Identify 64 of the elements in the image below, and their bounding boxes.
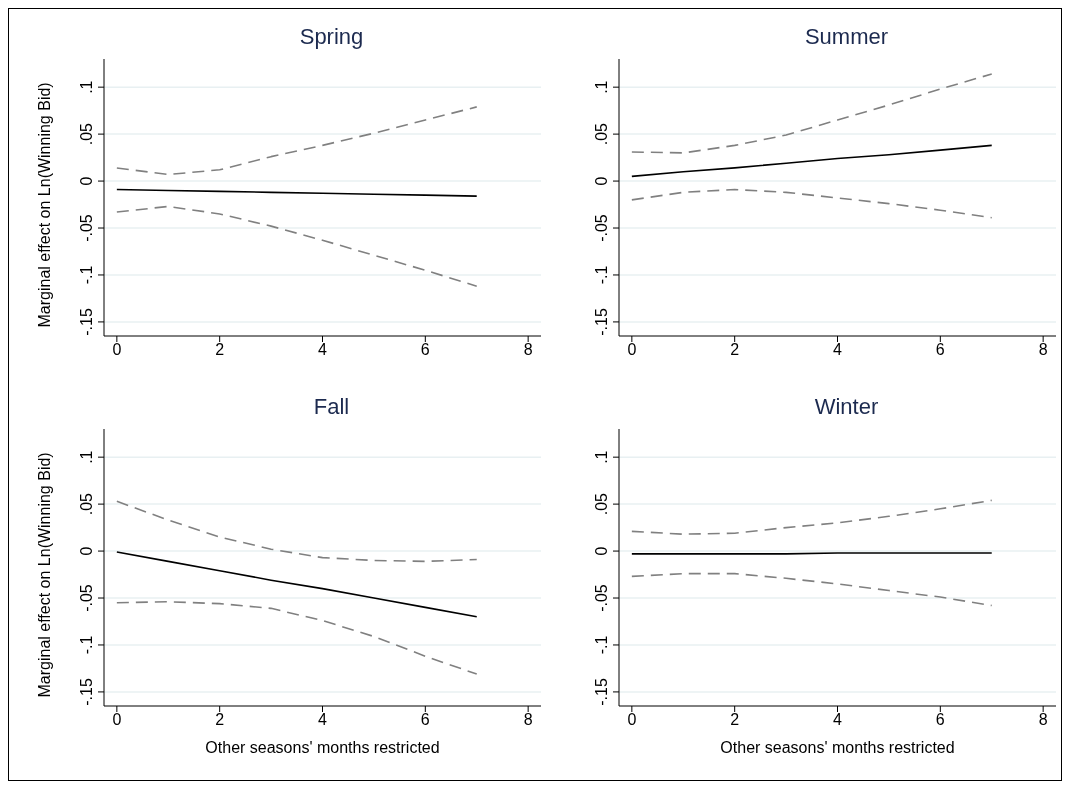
x-tick-label: 4 [318,341,328,359]
y-tick-label: -.1 [593,635,610,655]
y-tick-label: -.05 [78,584,95,612]
x-tick-label: 6 [935,341,945,359]
y-axis-title: Marginal effect on Ln(Winning Bid) [35,452,53,698]
y-tick-label: .1 [593,450,610,464]
y-tick-label: -.1 [593,265,610,285]
x-tick-label: 0 [112,711,122,729]
y-tick-label: -.1 [78,635,95,655]
x-tick-label: 0 [112,341,122,359]
line-series [116,205,478,288]
chart-title: Winter [813,393,880,421]
y-tick-label: -.15 [593,678,610,706]
figure-frame: Spring 0 2 4 6 8 -.15 -.1 -.05 0 .05 .1 Marginal effect on Ln(Winning Bid) Summer 0 2 4 6 8 -.15 -.1 -.05 0 .05 .1 Fall 0 2 4 6 8 Other seasons' months restricted -.15 -.1 -.05 0 .05 .1 Marginal effect on Ln(Winning Bid) Winter 0 2 4 6 8 Other seasons' months restricted -.15 -.1 -.05 0 .05 .1 [8,8,1062,781]
x-tick-label: 8 [523,341,533,359]
y-tick-label: -.15 [78,678,95,706]
line-series [116,600,478,675]
x-tick-label: 6 [420,341,430,359]
y-tick-label: .1 [78,80,95,94]
y-tick-label: .05 [78,122,95,146]
x-axis-title: Other seasons' months restricted [720,739,955,756]
y-tick-label: 0 [593,176,610,186]
y-tick-label: .1 [593,80,610,94]
y-tick-label: -.15 [78,308,95,336]
line-series [631,73,993,154]
x-tick-label: 2 [730,711,740,729]
x-tick-label: 6 [420,711,430,729]
x-tick-label: 4 [833,711,843,729]
x-tick-label: 4 [318,711,328,729]
y-tick-label: -.1 [78,265,95,285]
y-tick-label: 0 [593,546,610,556]
x-tick-label: 2 [215,711,225,729]
x-tick-label: 0 [627,341,637,359]
chart-title: Summer [803,23,890,51]
y-tick-label: .05 [78,492,95,516]
line-series [631,144,993,178]
line-series [116,188,478,197]
x-tick-label: 0 [627,711,637,729]
chart-title: Fall [312,393,351,421]
x-tick-label: 2 [215,341,225,359]
x-tick-label: 8 [1038,711,1048,729]
y-tick-label: -.05 [593,214,610,242]
y-tick-label: .05 [593,492,610,516]
x-tick-label: 6 [935,711,945,729]
x-tick-label: 2 [730,341,740,359]
y-tick-label: -.15 [593,308,610,336]
line-series [116,106,478,176]
y-tick-label: -.05 [78,214,95,242]
y-tick-label: .05 [593,122,610,146]
y-axis-title: Marginal effect on Ln(Winning Bid) [35,82,53,328]
y-tick-label: 0 [78,176,95,186]
x-axis-title: Other seasons' months restricted [205,739,440,756]
x-tick-label: 8 [523,711,533,729]
x-tick-label: 8 [1038,341,1048,359]
y-tick-label: .1 [78,450,95,464]
x-tick-label: 4 [833,341,843,359]
line-series [631,572,993,607]
chart-title: Spring [298,23,365,51]
line-series [631,499,993,535]
y-tick-label: -.05 [593,584,610,612]
y-tick-label: 0 [78,546,95,556]
line-series [116,551,478,618]
line-series [116,500,478,563]
line-series [631,188,993,219]
